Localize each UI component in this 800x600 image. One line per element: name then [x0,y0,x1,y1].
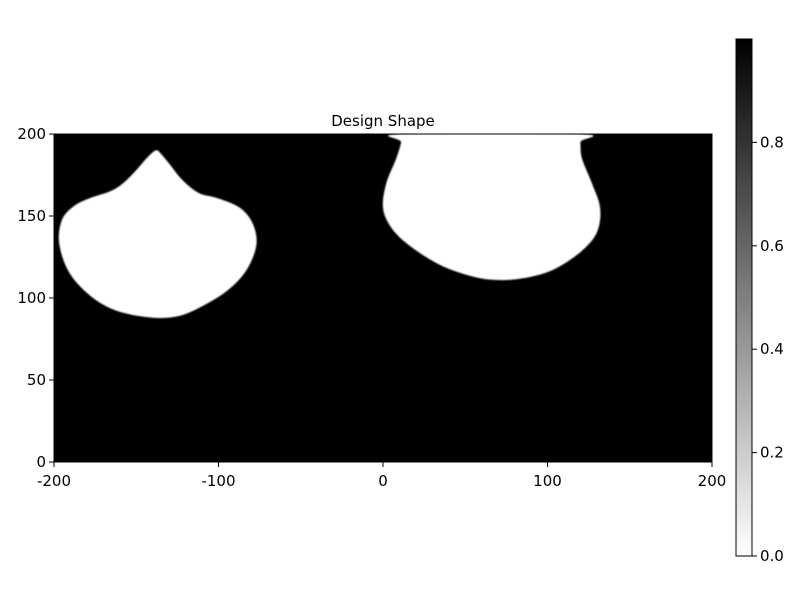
plot-area [53,133,713,463]
y-tick-label: 150 [17,207,46,225]
y-tick-label: 100 [17,289,46,307]
colorbar-tick-label: 0.8 [760,133,784,151]
colorbar-tick-label: 0.4 [760,340,784,358]
y-axis: 0 50 100 150 200 [17,125,54,471]
y-tick-label: 50 [27,371,46,389]
colorbar: 0.0 0.2 0.4 0.6 0.8 [735,38,784,565]
x-tick-label: 100 [533,472,562,490]
colorbar-gradient [735,38,753,557]
y-tick-label: 0 [36,453,46,471]
colorbar-tick-label: 0.6 [760,237,784,255]
x-axis: -200 -100 0 100 200 [37,462,726,490]
x-tick-label: 0 [378,472,388,490]
y-tick-label: 200 [17,125,46,143]
chart-title: Design Shape [331,112,435,130]
colorbar-tick-label: 0.0 [760,547,784,565]
x-tick-label: 200 [698,472,727,490]
colorbar-tick-label: 0.2 [760,444,784,462]
x-tick-label: -100 [201,472,235,490]
x-tick-label: -200 [37,472,71,490]
shape-region-1 [58,150,257,318]
shape-region-2 [382,134,601,281]
